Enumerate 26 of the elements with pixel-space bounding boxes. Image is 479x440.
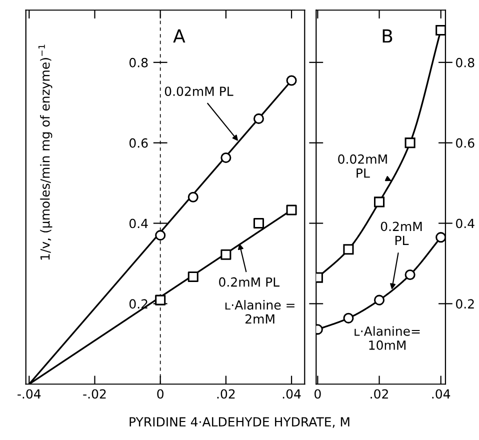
y-tick-label: 0.8 <box>129 58 148 68</box>
y-tick-label: 0.8 <box>456 58 474 68</box>
annotation: ʟ·Alanine= 10mM <box>354 326 420 350</box>
y-tick-label: 0.4 <box>456 218 474 228</box>
series-label: 0.02mM PL <box>338 154 387 178</box>
y-tick-label: 0.2 <box>129 299 148 309</box>
text: 0.02mM PL <box>164 86 234 96</box>
x-tick-label: .02 <box>217 389 235 399</box>
x-tick-label: 0 <box>157 389 164 399</box>
x-tick-label: -.04 <box>18 389 41 399</box>
x-tick-label: .04 <box>432 389 450 399</box>
x-tick-label: .04 <box>282 389 301 399</box>
x-tick-label: -.02 <box>83 389 106 399</box>
annotation: ʟ·Alanine = 2mM <box>225 300 294 324</box>
y-tick-label: 0.6 <box>456 138 474 148</box>
y-axis-title: 1/v, (μmoles/min mg of enzyme)$^{−1}$ <box>38 44 52 260</box>
series-label: 0.2mM PL <box>380 222 422 245</box>
x-tick-label: .02 <box>370 389 388 399</box>
text: A <box>173 29 186 43</box>
text: B <box>382 29 392 43</box>
legend-label: 0.2mM PL <box>219 277 280 287</box>
x-axis-title: PYRIDINE 4·ALDEHYDE HYDRATE, M <box>130 417 350 428</box>
y-tick-label: 0.2 <box>456 299 474 309</box>
y-tick-label: 0.4 <box>129 218 148 228</box>
y-tick-label: 0.6 <box>129 138 148 148</box>
x-tick-label: 0 <box>314 389 321 399</box>
